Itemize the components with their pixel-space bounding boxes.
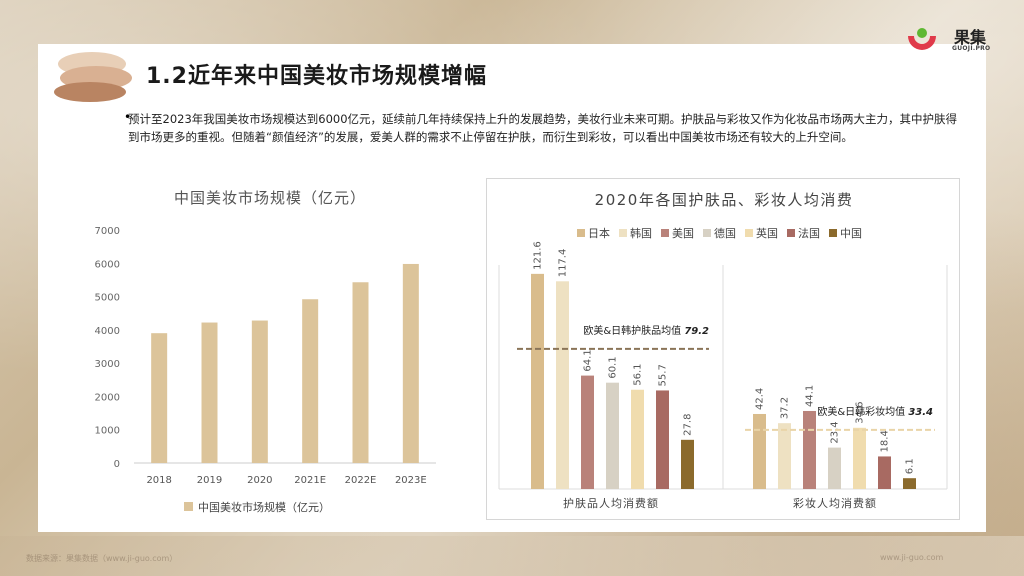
description-paragraph: 预计至2023年我国美妆市场规模达到6000亿元，延续前几年持续保持上升的发展趋… xyxy=(128,112,958,144)
footer-site: www.ji-guo.com xyxy=(880,553,944,562)
value-label: 55.7 xyxy=(658,364,669,386)
x-tick-label: 2021E xyxy=(294,475,326,486)
bar xyxy=(631,389,644,489)
bar xyxy=(151,333,168,463)
value-label: 121.6 xyxy=(533,241,544,270)
legend-swatch xyxy=(184,502,193,511)
bar xyxy=(201,322,218,463)
y-tick-label: 3000 xyxy=(95,359,120,370)
logo-text: 果集 xyxy=(954,28,987,47)
bar xyxy=(853,427,866,489)
value-label: 117.4 xyxy=(558,249,569,278)
value-label: 44.1 xyxy=(805,385,816,407)
bar xyxy=(402,263,419,463)
legend-label: 德国 xyxy=(714,226,736,240)
bar xyxy=(556,281,569,489)
bar xyxy=(778,423,791,489)
x-tick-label: 2023E xyxy=(395,475,427,486)
legend-swatch xyxy=(577,229,585,237)
legend-swatch xyxy=(829,229,837,237)
y-tick-label: 0 xyxy=(114,459,120,470)
value-label: 6.1 xyxy=(905,458,916,474)
x-tick-label: 2020 xyxy=(247,475,272,486)
group-label: 护肤品人均消费额 xyxy=(563,496,659,510)
legend-swatch xyxy=(619,229,627,237)
value-label: 18.4 xyxy=(880,430,891,452)
legend-label: 法国 xyxy=(798,226,820,240)
chart-title: 2020年各国护肤品、彩妆人均消费 xyxy=(595,191,854,209)
legend-label: 美国 xyxy=(672,227,694,240)
chart-title: 中国美妆市场规模（亿元） xyxy=(174,189,366,207)
value-label: 27.8 xyxy=(683,414,694,436)
value-label: 56.1 xyxy=(633,363,644,385)
bar xyxy=(753,413,766,489)
page-title: 1.2近年来中国美妆市场规模增幅 xyxy=(146,64,487,89)
makeup-swatch-image xyxy=(54,52,132,102)
bar xyxy=(581,375,594,489)
footer-strip xyxy=(0,536,1024,576)
bar xyxy=(656,390,669,489)
value-label: 60.1 xyxy=(608,356,619,378)
bar xyxy=(251,320,268,463)
average-value: 33.4 xyxy=(908,407,933,418)
bullet-dot: • xyxy=(124,110,132,124)
value-label: 42.4 xyxy=(755,388,766,410)
legend-label: 日本 xyxy=(588,226,610,240)
legend-label: 韩国 xyxy=(630,226,652,240)
logo-subtext: GUOJI.PRO xyxy=(952,45,991,52)
average-label-text: 欧美&日韩护肤品均值 xyxy=(583,324,684,337)
x-tick-label: 2019 xyxy=(197,475,222,486)
bar xyxy=(903,478,916,489)
average-label: 欧美&日韩护肤品均值 79.2 xyxy=(583,324,709,337)
y-tick-label: 4000 xyxy=(95,326,120,337)
value-label: 23.4 xyxy=(830,421,841,443)
bar xyxy=(302,299,319,463)
bar xyxy=(531,273,544,489)
legend-swatch xyxy=(787,229,795,237)
legend-label: 中国 xyxy=(840,227,862,240)
y-tick-label: 5000 xyxy=(95,293,120,304)
y-tick-label: 2000 xyxy=(95,392,120,403)
bar xyxy=(352,282,369,463)
per-capita-chart-box: 2020年各国护肤品、彩妆人均消费日本 韩国 美国 德国 英国 法国 中国 121.6 117.… xyxy=(486,178,960,520)
legend-swatch xyxy=(661,229,669,237)
value-label: 37.2 xyxy=(780,397,791,419)
average-value: 79.2 xyxy=(684,326,709,337)
y-tick-label: 6000 xyxy=(95,259,120,270)
legend-label: 中国美妆市场规模（亿元） xyxy=(198,500,330,514)
guoji-logo-icon xyxy=(908,28,936,50)
average-label: 欧美&日韩彩妆均值 33.4 xyxy=(817,405,933,418)
legend-label: 英国 xyxy=(756,226,778,240)
footer-source: 数据来源：果集数据（www.ji-guo.com） xyxy=(26,554,178,563)
x-tick-label: 2018 xyxy=(146,475,171,486)
bar xyxy=(803,410,816,489)
bar xyxy=(878,456,891,489)
legend-swatch xyxy=(703,229,711,237)
bar xyxy=(606,382,619,489)
average-label-text: 欧美&日韩彩妆均值 xyxy=(817,405,908,418)
bar xyxy=(828,447,841,489)
group-label: 彩妆人均消费额 xyxy=(793,496,877,510)
x-tick-label: 2022E xyxy=(345,475,377,486)
bar xyxy=(681,439,694,489)
legend-swatch xyxy=(745,229,753,237)
market-size-chart: 中国美妆市场规模（亿元） 0 1000 2000 3000 4000 5000 6000 700… xyxy=(95,189,436,514)
y-tick-label: 1000 xyxy=(95,426,120,437)
y-tick-label: 7000 xyxy=(95,226,120,237)
value-label: 34.6 xyxy=(855,402,866,424)
value-label: 64.1 xyxy=(583,349,594,371)
